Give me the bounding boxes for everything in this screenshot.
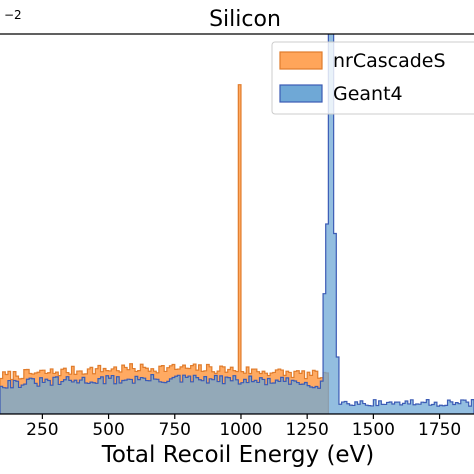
legend-label-nrcascades: nrCascadeS — [333, 50, 446, 72]
series-nrcascades-histogram — [0, 84, 329, 414]
x-tick-label: 1500 — [352, 420, 395, 440]
legend: nrCascadeS Geant4 — [271, 41, 474, 115]
x-axis-label: Total Recoil Energy (eV) — [101, 442, 375, 468]
axis-offset-text: −2 — [4, 8, 22, 22]
chart-title: Silicon — [209, 7, 281, 32]
legend-swatch-geant4 — [279, 84, 323, 103]
plot-area — [0, 34, 474, 414]
x-tick-label: 1750 — [418, 420, 461, 440]
x-tick-label: 750 — [159, 420, 191, 440]
x-ticks: 250 500 750 1000 1250 1500 1750 — [26, 414, 461, 440]
x-tick-label: 250 — [26, 420, 58, 440]
x-tick-label: 1000 — [219, 420, 262, 440]
x-tick-label: 1250 — [286, 420, 329, 440]
legend-label-geant4: Geant4 — [333, 83, 403, 105]
legend-swatch-nrcascades — [279, 51, 323, 70]
series-geant4-histogram — [0, 34, 474, 414]
x-tick-label: 500 — [92, 420, 124, 440]
